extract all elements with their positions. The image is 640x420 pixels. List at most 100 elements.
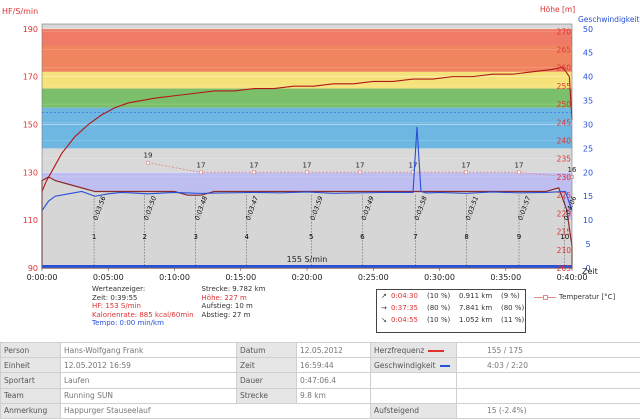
person-value[interactable]: Hans-Wolfgang Frank [60,341,237,359]
y-left-label: HF/S/min [2,7,38,16]
temperature-line [147,162,573,178]
y-right-altitude-tick: 235 [557,155,572,164]
y-right-altitude-tick: 230 [557,173,572,182]
speed-label: Geschwindigkeit [370,357,457,374]
ascending-value[interactable]: 15 (-2.4%) [456,402,640,419]
duration-value[interactable]: 0:47:06.4 [296,372,371,389]
y-right-speed-tick: 10 [583,216,593,225]
info-descent: Abstieg: 27 m [201,310,251,319]
y-right-altitude-tick: 255 [557,82,572,91]
heart-rate-line [41,66,573,192]
y-right-altitude-tick: 270 [557,27,572,36]
temperature-label: 17 [515,161,524,169]
temperature-point [464,170,468,175]
team-value[interactable]: Running SUN [60,387,237,404]
up-arrow-icon: ↗ [381,292,387,300]
down-arrow-icon: ↘ [381,316,387,324]
note-value[interactable]: Happurger Stauseelauf [60,402,371,419]
x-tick-label: 0:05:00 [93,273,124,282]
climb-row-up: ↗ 0:04:30 (10 %) 0.911 km (9 %) [377,290,525,302]
lap-number: 4 [244,233,249,241]
legend-temperature[interactable]: Temperatur [°C] [534,293,615,301]
unit-label: Einheit [0,357,61,374]
y-right-speed-tick: 30 [583,120,593,129]
temperature-label: 17 [462,161,471,169]
table-row: Anmerkung Happurger Stauseelauf Aufsteig… [0,402,640,419]
empty-cell [456,387,640,404]
empty-cell [370,387,457,404]
y-right-speed-tick: 50 [583,25,593,34]
team-label: Team [0,387,61,404]
climb-row-down: ↘ 0:04:55 (10 %) 1.052 km (11 %) [377,314,525,326]
note-label: Anmerkung [0,402,61,419]
y-right-speed-tick: 45 [583,49,593,58]
lap-number: 6 [360,233,365,241]
info-calories: Kalorienrate: 885 kcal/60min [92,310,194,319]
temperature-point [305,170,309,175]
table-row: Sportart Laufen Dauer 0:47:06.4 [0,372,640,389]
y-right-speed-tick: 5 [585,240,590,249]
ascending-label: Aufsteigend [370,402,457,419]
distance-value[interactable]: 9.8 km [296,387,371,404]
temperature-label: 17 [409,161,418,169]
right-arrow-icon: → [381,304,387,312]
x-tick-label: 0:30:00 [424,273,455,282]
temperature-label: 17 [303,161,312,169]
y-left-tick: 110 [23,216,38,225]
y-right-altitude-tick: 225 [557,191,572,200]
info-time: Zeit: 0:39:55 [92,293,138,302]
flat-distance-pct: (80 %) [501,304,525,312]
altitude-area [41,176,573,269]
x-tick-label: 0:15:00 [225,273,256,282]
descent-distance: 1.052 km [459,316,493,324]
person-label: Person [0,341,61,359]
temperature-label: 17 [250,161,259,169]
y-left-tick: 170 [23,73,38,82]
temperature-point [146,160,150,165]
y-right-altitude-tick: 260 [557,64,572,73]
temperature-point [517,170,521,175]
empty-cell [456,372,640,389]
sport-value[interactable]: Laufen [60,372,237,389]
y-right-altitude-label: Höhe [m] [540,5,575,14]
heart-rate-label: Herzfrequenz [370,341,457,359]
x-tick-label: 0:10:00 [159,273,190,282]
y-right-altitude-tick: 220 [557,209,572,218]
climb-distance: 0.911 km [459,292,493,300]
y-right-altitude-tick: 215 [557,228,572,237]
duration-label: Dauer [236,372,297,389]
info-distance: Strecke: 9.782 km [201,285,266,293]
table-row: Person Hans-Wolfgang Frank Datum 12.05.2… [0,341,640,359]
date-value[interactable]: 12.05.2012 [296,341,371,359]
speed-label-text: Geschwindigkeit [374,360,436,370]
flat-distance: 7.841 km [459,304,493,312]
workout-details-table: Person Hans-Wolfgang Frank Datum 12.05.2… [0,341,640,419]
unit-value[interactable]: 12.05.2012 16:59 [60,357,237,374]
temperature-swatch-icon [534,294,556,300]
sport-label: Sportart [0,372,61,389]
y-right-altitude-tick: 265 [557,45,572,54]
descent-time: 0:04:55 [391,316,418,324]
heart-rate-value[interactable]: 155 / 175 [456,341,640,359]
heart-rate-label-text: Herzfrequenz [374,345,425,355]
y-right-altitude-tick: 240 [557,137,572,146]
temperature-point [199,170,203,175]
y-left-tick: 130 [23,168,38,177]
time-value[interactable]: 16:59:44 [296,357,371,374]
y-right-speed-tick: 20 [583,168,593,177]
value-display: Werteanzeiger: Zeit: 0:39:55 HF: 153 S/m… [92,285,292,328]
distance-label: Strecke [236,387,297,404]
speed-value[interactable]: 4:03 / 2:20 [456,357,640,374]
info-ascent: Aufstieg: 10 m [201,302,253,311]
speed-line [41,126,573,211]
lap-number: 8 [464,233,468,241]
heart-rate-line-icon [428,349,445,352]
y-right-altitude-tick: 250 [557,100,572,109]
info-altitude: Höhe: 227 m [201,293,247,302]
temperature-point [358,170,362,175]
y-right-speed-tick: 15 [583,192,593,201]
climb-distance-pct: (9 %) [501,292,520,300]
x-tick-label: 0:40:00 [557,273,588,282]
descent-time-pct: (10 %) [427,316,451,324]
